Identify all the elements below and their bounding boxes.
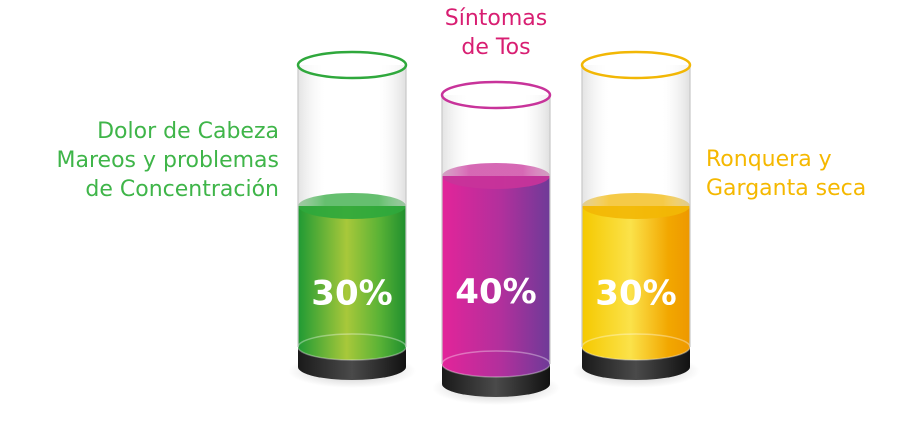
value-label-1: 30% — [311, 274, 392, 314]
value-label-2: 40% — [455, 272, 536, 312]
cylinder-3: 30% — [572, 50, 700, 388]
category-label-1-line-3: de Concentración — [85, 177, 279, 202]
category-label-2-line-2: de Tos — [461, 35, 531, 60]
cylinder-rim-2 — [440, 80, 552, 110]
cylinder-rim-1 — [296, 50, 408, 80]
cylinder-fill-1 — [298, 206, 406, 360]
value-label-3: 30% — [595, 274, 676, 314]
category-label-3-line-1: Ronquera y — [706, 147, 832, 172]
cylinder-glass — [298, 65, 406, 206]
category-label-3: Ronquera y Garganta seca — [706, 145, 866, 203]
category-label-2-line-1: Síntomas — [444, 6, 548, 31]
category-label-2: Síntomas de Tos — [445, 4, 547, 62]
cylinders-group: 30% 40% 30% — [288, 50, 700, 405]
cylinder-glass — [582, 65, 690, 206]
cylinder-fill-3 — [582, 206, 690, 360]
cylinder-rim-3 — [580, 50, 692, 80]
category-label-1-line-2: Mareos y problemas — [56, 148, 279, 173]
cylinder-1: 30% — [288, 50, 416, 388]
category-label-1: Dolor de Cabeza Mareos y problemas de Co… — [57, 117, 279, 204]
category-label-3-line-2: Garganta seca — [706, 176, 867, 201]
cylinder-2: 40% — [432, 80, 560, 405]
category-label-1-line-1: Dolor de Cabeza — [97, 119, 279, 144]
cylinder-fill-2 — [442, 176, 550, 377]
